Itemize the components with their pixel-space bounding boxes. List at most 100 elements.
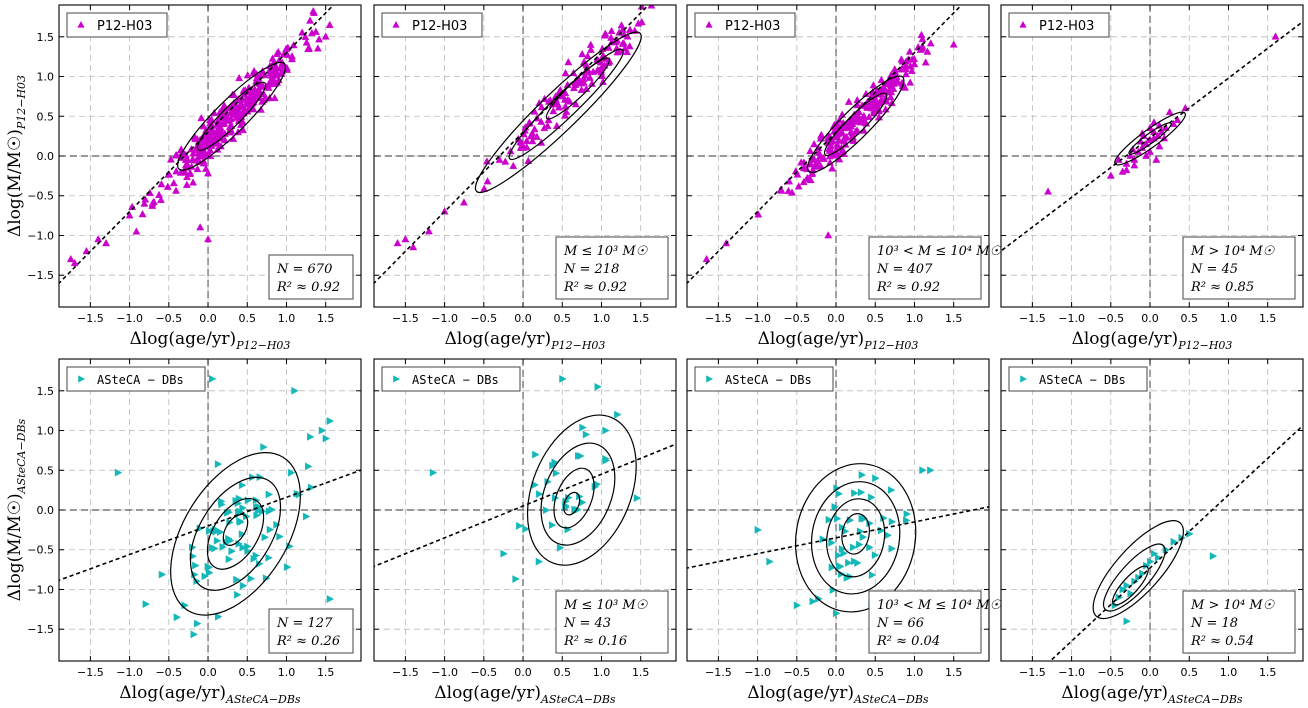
data-point bbox=[859, 111, 868, 120]
data-point bbox=[887, 486, 896, 495]
legend-label: P12-H03 bbox=[97, 19, 152, 34]
data-point bbox=[579, 498, 587, 507]
data-point bbox=[250, 90, 259, 99]
y-tick-label: 0.5 bbox=[37, 110, 55, 123]
panel-2: −1.5 −1.0 −0.5 0.0 0.5 1.0 1.5 Δlog(age/yr)P12−… bbox=[686, 4, 1003, 352]
data-point bbox=[192, 561, 200, 570]
data-point bbox=[189, 149, 198, 157]
density-contour bbox=[170, 451, 301, 616]
x-tick-label: 0.0 bbox=[199, 666, 217, 679]
data-point bbox=[1150, 549, 1159, 558]
data-point bbox=[315, 35, 324, 43]
data-point bbox=[283, 563, 292, 572]
data-point bbox=[185, 169, 194, 177]
x-tick-label: 1.5 bbox=[1259, 666, 1277, 679]
data-point bbox=[894, 78, 902, 86]
data-point bbox=[807, 169, 816, 178]
data-point bbox=[321, 32, 330, 40]
x-tick-label: 1.5 bbox=[632, 312, 650, 325]
legend-marker bbox=[393, 375, 400, 383]
data-point bbox=[268, 505, 277, 514]
data-point bbox=[540, 123, 549, 132]
data-point bbox=[261, 533, 270, 542]
density-contour bbox=[540, 442, 616, 546]
density-contour bbox=[177, 61, 287, 171]
x-tick-label: −1.0 bbox=[116, 312, 143, 325]
legend-marker bbox=[392, 21, 400, 28]
data-point bbox=[555, 103, 563, 111]
data-point bbox=[82, 246, 91, 255]
data-point bbox=[272, 49, 281, 58]
data-point bbox=[562, 107, 571, 115]
data-point bbox=[526, 132, 535, 140]
data-point bbox=[265, 553, 273, 562]
data-point bbox=[208, 543, 217, 552]
x-tick-label: −1.5 bbox=[77, 312, 104, 325]
stats-line: N = 18 bbox=[1190, 616, 1238, 631]
data-point bbox=[579, 423, 587, 432]
data-point bbox=[634, 19, 643, 27]
x-tick-label: −1.0 bbox=[744, 666, 771, 679]
data-point bbox=[182, 180, 191, 188]
legend-marker bbox=[77, 21, 85, 28]
data-point bbox=[921, 58, 930, 66]
legend-marker bbox=[706, 375, 713, 383]
x-tick-label: 0.5 bbox=[554, 312, 572, 325]
data-point bbox=[835, 489, 844, 498]
data-point bbox=[887, 88, 896, 96]
x-tick-label: −1.0 bbox=[1058, 666, 1085, 679]
data-point bbox=[495, 155, 504, 163]
data-point bbox=[1123, 617, 1131, 626]
data-point bbox=[810, 139, 819, 148]
data-point bbox=[235, 103, 243, 111]
data-point bbox=[216, 528, 225, 537]
data-point bbox=[196, 223, 205, 231]
data-point bbox=[234, 590, 242, 599]
data-point bbox=[247, 574, 256, 583]
x-tick-label: −1.0 bbox=[431, 312, 458, 325]
data-point bbox=[607, 33, 616, 41]
data-point bbox=[214, 612, 223, 621]
data-point bbox=[276, 532, 284, 541]
data-point bbox=[584, 67, 593, 76]
data-point bbox=[205, 568, 214, 577]
data-point bbox=[869, 101, 878, 109]
x-tick-label: −0.5 bbox=[1097, 666, 1124, 679]
x-tick-label: −1.5 bbox=[705, 666, 732, 679]
legend-label: ASteCA − DBs bbox=[97, 373, 184, 387]
panel-7: −1.5 −1.0 −0.5 0.0 0.5 1.0 1.5 Δlog(age/yr)ASte… bbox=[1000, 358, 1304, 706]
x-tick-label: 0.5 bbox=[867, 666, 885, 679]
data-point bbox=[132, 227, 141, 235]
data-point bbox=[228, 547, 236, 556]
data-point bbox=[409, 242, 418, 251]
data-point bbox=[833, 142, 842, 150]
data-point bbox=[501, 157, 510, 165]
data-point bbox=[586, 40, 595, 48]
data-point bbox=[149, 197, 158, 205]
data-point bbox=[214, 460, 223, 469]
density-contour bbox=[1102, 543, 1166, 612]
data-point bbox=[535, 557, 544, 566]
data-point bbox=[903, 510, 912, 518]
data-point bbox=[561, 95, 569, 103]
data-point bbox=[844, 97, 853, 105]
data-point bbox=[793, 601, 802, 610]
data-point bbox=[227, 536, 235, 545]
data-point bbox=[140, 199, 149, 207]
x-axis-label: Δlog(age/yr)P12−H03 bbox=[445, 329, 606, 352]
data-point bbox=[600, 31, 609, 39]
data-point bbox=[542, 506, 551, 515]
legend-marker bbox=[78, 375, 85, 383]
data-point bbox=[1155, 121, 1164, 129]
legend-marker bbox=[705, 21, 713, 28]
data-point bbox=[1044, 187, 1052, 195]
data-point bbox=[614, 410, 622, 419]
data-point bbox=[819, 154, 828, 162]
data-point bbox=[856, 116, 865, 124]
density-contour bbox=[806, 75, 905, 174]
data-point bbox=[204, 169, 212, 177]
data-point bbox=[633, 494, 642, 503]
stats-line: N = 45 bbox=[1190, 262, 1238, 277]
data-point bbox=[868, 571, 877, 579]
x-tick-label: 0.0 bbox=[1141, 312, 1159, 325]
